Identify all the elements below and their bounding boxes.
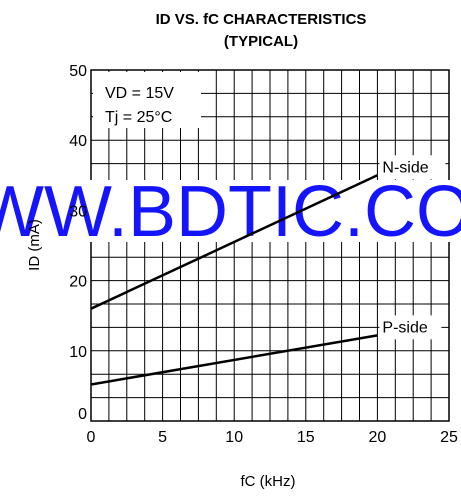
series-label-n-side: N-side	[382, 159, 428, 176]
series-label-bg	[379, 155, 446, 180]
y-tick-label: 0	[78, 406, 87, 423]
y-axis-label: ID (mA)	[26, 219, 43, 271]
x-tick-label: 5	[158, 429, 167, 446]
watermark-text: WWW.BDTIC.COM	[0, 172, 461, 252]
y-tick-label: 30	[69, 203, 87, 220]
plot-frame	[90, 69, 450, 422]
condition-vd: VD = 15V	[105, 85, 174, 102]
chart-title: ID VS. fC CHARACTERISTICS	[156, 11, 367, 28]
x-tick-label: 20	[369, 429, 387, 446]
conditions-box: VD = 15V Tj = 25°C	[93, 72, 201, 128]
series-label-bg	[379, 315, 442, 340]
x-tick-label: 10	[225, 429, 243, 446]
series-lines: N-side P-side	[90, 155, 446, 386]
series-line-n-side	[90, 174, 378, 310]
x-tick-label: 0	[87, 429, 96, 446]
chart-subtitle: (TYPICAL)	[224, 33, 298, 50]
x-tick-label: 25	[440, 429, 458, 446]
series-line-p-side	[90, 334, 378, 386]
y-tick-label: 20	[69, 274, 87, 291]
y-tick-label: 50	[69, 63, 87, 80]
x-tick-label: 15	[297, 429, 315, 446]
watermark: WWW.BDTIC.COM	[0, 172, 461, 252]
y-tick-label: 10	[69, 344, 87, 361]
x-axis-label: fC (kHz)	[241, 473, 296, 490]
y-tick-label: 40	[69, 133, 87, 150]
x-tick-labels: 0 5 10 15 20 25	[87, 429, 458, 446]
condition-tj: Tj = 25°C	[105, 109, 172, 126]
series-label-p-side: P-side	[382, 319, 427, 336]
y-tick-labels: 0 10 20 30 40 50	[69, 63, 87, 423]
